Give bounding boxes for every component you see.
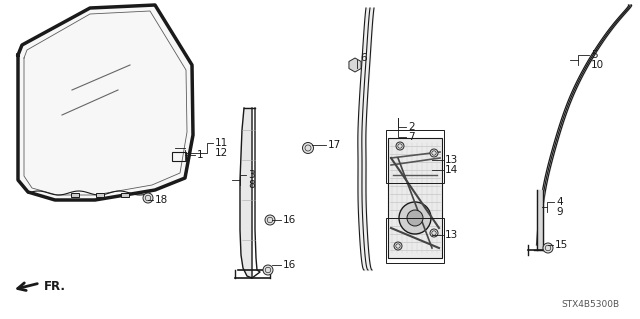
Circle shape [399, 202, 431, 234]
Circle shape [396, 142, 404, 150]
Circle shape [543, 243, 553, 253]
Polygon shape [240, 108, 252, 278]
Text: FR.: FR. [44, 279, 66, 293]
Text: 11: 11 [215, 138, 228, 148]
Text: 15: 15 [555, 240, 568, 250]
Circle shape [143, 193, 153, 203]
Text: 10: 10 [591, 60, 604, 70]
Circle shape [430, 229, 438, 237]
Bar [386, 218, 444, 263]
Bar [172, 152, 186, 161]
Circle shape [430, 149, 438, 157]
Bar [386, 130, 444, 183]
Bar [388, 138, 442, 258]
Text: 8: 8 [248, 180, 255, 190]
Text: 12: 12 [215, 148, 228, 158]
Polygon shape [349, 58, 361, 72]
Circle shape [394, 242, 402, 250]
Text: 16: 16 [283, 260, 296, 270]
Circle shape [407, 210, 423, 226]
Circle shape [265, 215, 275, 225]
Bar [71, 193, 79, 197]
Text: 5: 5 [591, 50, 598, 60]
Text: STX4B5300B: STX4B5300B [562, 300, 620, 309]
Text: 16: 16 [283, 215, 296, 225]
Text: 4: 4 [556, 197, 563, 207]
Text: 1: 1 [197, 150, 204, 160]
Text: 13: 13 [445, 230, 458, 240]
Circle shape [263, 265, 273, 275]
Text: 13: 13 [445, 155, 458, 165]
Bar [121, 193, 129, 197]
Polygon shape [18, 5, 193, 200]
Text: 7: 7 [408, 132, 415, 142]
Text: 3: 3 [248, 170, 255, 180]
Text: 6: 6 [360, 53, 367, 63]
Bar [96, 193, 104, 197]
Text: 14: 14 [445, 165, 458, 175]
Text: 2: 2 [408, 122, 415, 132]
Text: 9: 9 [556, 207, 563, 217]
Text: 17: 17 [328, 140, 341, 150]
Polygon shape [537, 190, 543, 250]
Circle shape [303, 143, 314, 153]
Text: 18: 18 [155, 195, 168, 205]
